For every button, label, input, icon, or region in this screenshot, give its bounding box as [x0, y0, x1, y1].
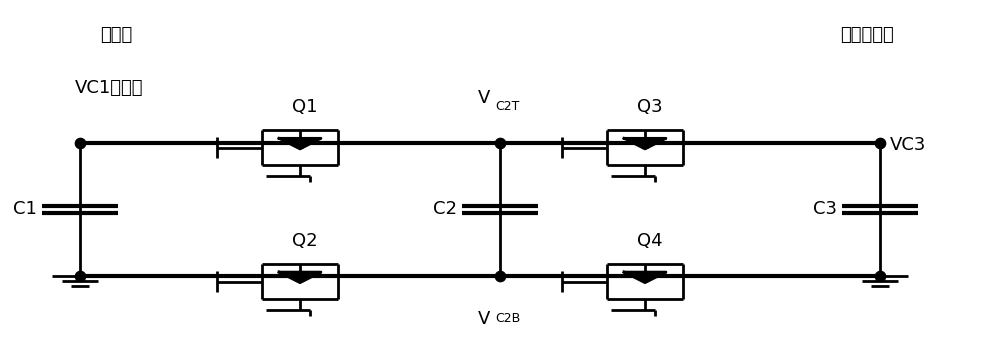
Text: C2: C2 — [433, 200, 457, 219]
Polygon shape — [624, 138, 666, 149]
Polygon shape — [279, 138, 321, 149]
Point — [492, 140, 508, 145]
Point — [637, 274, 653, 279]
Text: C2T: C2T — [495, 100, 519, 113]
Point — [492, 274, 508, 279]
Text: C1: C1 — [13, 200, 37, 219]
Point — [72, 274, 88, 279]
Text: Q3: Q3 — [637, 98, 663, 116]
Point — [292, 140, 308, 145]
Polygon shape — [624, 272, 666, 283]
Point — [872, 140, 888, 145]
Polygon shape — [279, 272, 321, 283]
Text: C3: C3 — [813, 200, 837, 219]
Text: V: V — [478, 89, 490, 107]
Point — [72, 140, 88, 145]
Text: C2B: C2B — [495, 312, 520, 325]
Text: Q1: Q1 — [292, 98, 318, 116]
Text: Q2: Q2 — [292, 232, 318, 250]
Point — [637, 140, 653, 145]
Text: 第一端: 第一端 — [100, 26, 132, 44]
Text: Q4: Q4 — [637, 232, 663, 250]
Point — [872, 274, 888, 279]
Text: 第二输出端: 第二输出端 — [840, 26, 894, 44]
Text: VC3: VC3 — [890, 136, 926, 153]
Point — [292, 274, 308, 279]
Text: V: V — [478, 310, 490, 328]
Text: VC1输入端: VC1输入端 — [75, 79, 144, 97]
